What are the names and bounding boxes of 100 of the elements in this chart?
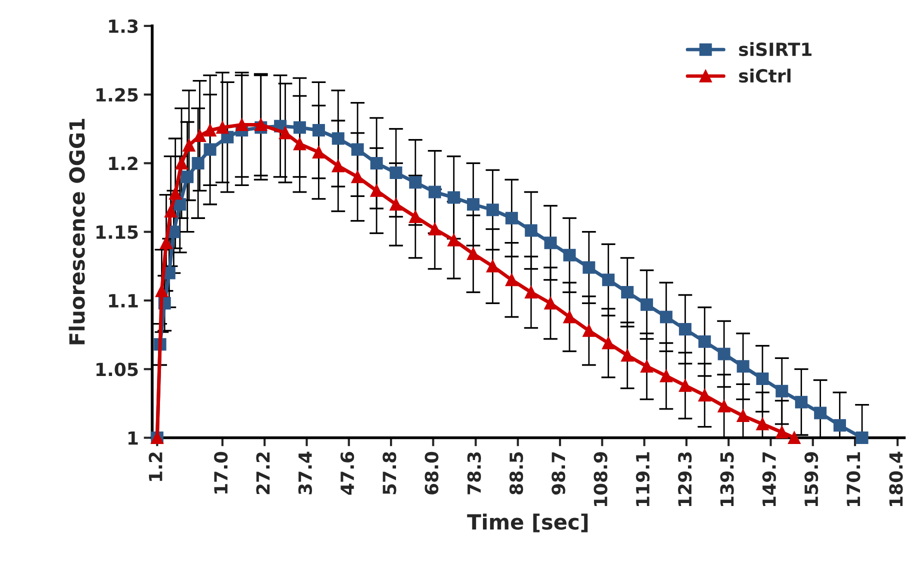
point — [856, 432, 868, 444]
point — [236, 118, 248, 132]
point — [563, 248, 576, 262]
y-axis-title: Fluorescence OGG1 — [68, 118, 85, 344]
point — [795, 396, 808, 408]
point — [756, 418, 769, 430]
x-axis-title: Time [sec] — [467, 514, 588, 532]
point — [351, 143, 364, 156]
y-tick-label: 1.25 — [96, 88, 138, 102]
x-tick-label: 159.9 — [804, 452, 818, 506]
point — [621, 286, 634, 298]
point — [332, 160, 344, 172]
point — [466, 198, 480, 211]
point — [279, 126, 292, 140]
point — [155, 284, 168, 298]
x-tick-label: 68.0 — [424, 452, 438, 494]
point — [192, 156, 204, 170]
x-tick-label: 170.1 — [846, 452, 860, 506]
point — [582, 261, 596, 274]
point — [204, 124, 216, 137]
point — [718, 400, 730, 412]
point — [602, 336, 615, 350]
point — [544, 236, 557, 250]
point — [621, 349, 634, 362]
point — [640, 360, 654, 373]
x-tick-label: 78.3 — [467, 452, 481, 494]
point — [390, 198, 402, 211]
point — [563, 310, 576, 324]
y-tick-label: 1.05 — [96, 362, 138, 376]
x-tick-label: 180.4 — [889, 452, 903, 506]
point — [736, 360, 750, 373]
x-tick-label: 98.7 — [552, 452, 566, 495]
point — [182, 139, 196, 152]
point — [293, 121, 306, 134]
point — [505, 212, 518, 224]
point — [312, 146, 325, 158]
point — [756, 372, 769, 385]
point — [466, 248, 480, 260]
legend-label: siCtrl — [739, 68, 791, 83]
point — [448, 234, 460, 246]
point — [582, 324, 596, 337]
point — [660, 310, 672, 324]
x-tick-label: 119.1 — [636, 452, 650, 506]
point — [370, 184, 383, 197]
point — [351, 170, 364, 184]
point — [486, 260, 499, 272]
point — [164, 205, 178, 218]
point — [254, 118, 268, 132]
point — [486, 204, 499, 216]
point — [524, 286, 538, 298]
point — [833, 419, 846, 432]
point — [160, 236, 173, 250]
point — [409, 210, 422, 223]
y-tick-label: 1.2 — [109, 156, 138, 170]
x-tick-label: 108.9 — [594, 452, 608, 506]
point — [698, 388, 711, 402]
point — [409, 176, 422, 189]
point — [169, 187, 182, 200]
x-tick-label: 17.0 — [214, 452, 228, 494]
point — [505, 274, 518, 286]
point — [428, 186, 442, 198]
point — [181, 170, 194, 184]
point — [293, 138, 306, 150]
point — [390, 166, 402, 180]
x-tick-label: 37.4 — [298, 452, 312, 494]
point — [718, 348, 730, 360]
point — [312, 124, 325, 137]
x-tick-label: 57.8 — [382, 452, 396, 494]
point — [698, 335, 711, 348]
point — [776, 384, 788, 398]
x-tick-label: 149.7 — [762, 452, 776, 506]
point — [602, 274, 615, 286]
point — [332, 132, 344, 145]
x-tick-label: 88.5 — [509, 452, 524, 494]
x-tick-label: 1.2 — [148, 452, 162, 481]
y-tick-label: 1 — [128, 431, 138, 445]
point — [544, 296, 557, 310]
point — [640, 298, 654, 311]
point — [788, 432, 801, 444]
point — [428, 222, 442, 236]
x-tick-label: 139.5 — [720, 452, 734, 506]
y-tick-label: 1.15 — [96, 226, 138, 239]
x-tick-label: 27.2 — [256, 452, 270, 494]
point — [204, 143, 216, 156]
y-tick-label: 1.1 — [109, 294, 138, 308]
point — [524, 224, 538, 237]
point — [814, 406, 827, 420]
point — [736, 410, 750, 422]
point — [660, 370, 672, 382]
point — [678, 323, 692, 336]
point — [216, 121, 229, 134]
y-tick-label: 1.3 — [109, 19, 138, 34]
point — [175, 156, 188, 170]
x-tick-label: 129.3 — [678, 452, 692, 506]
point — [678, 379, 692, 392]
point — [370, 156, 383, 170]
legend-label: siSIRT1 — [739, 42, 812, 56]
x-tick-label: 47.6 — [340, 452, 354, 495]
point — [776, 426, 788, 439]
point — [448, 191, 460, 204]
